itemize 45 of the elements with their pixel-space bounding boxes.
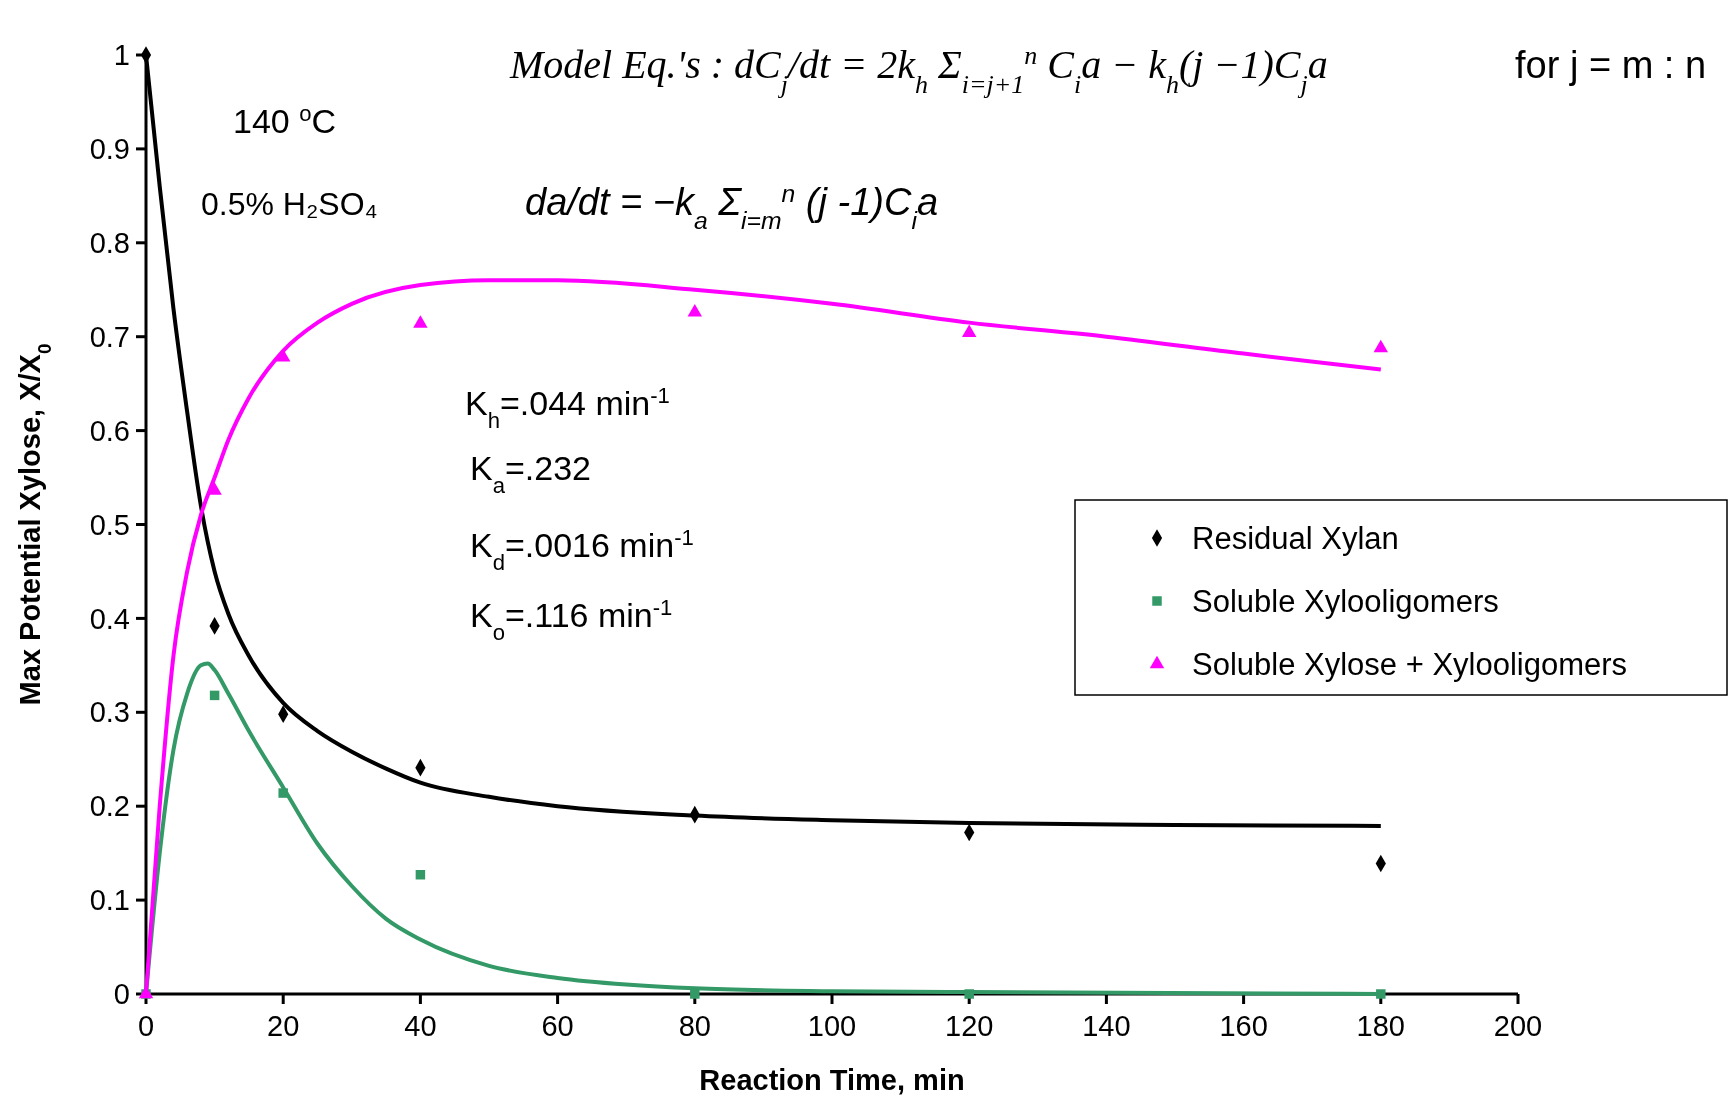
x-tick-label: 60: [541, 1010, 574, 1042]
y-tick-label: 0.5: [89, 508, 130, 541]
point: [1376, 989, 1386, 999]
x-axis-title: Reaction Time, min: [699, 1064, 965, 1096]
point: [415, 870, 426, 880]
annotation: 140 $^{o}$C: [233, 100, 337, 140]
annotation: K$_{o}$=.116 min$^{-1}$: [470, 594, 673, 645]
x-tick-label: 0: [137, 1010, 155, 1042]
point: [1373, 339, 1389, 353]
y-tick-label: 0.6: [89, 414, 130, 447]
legend-label: Soluble Xylose + Xylooligomers: [1192, 646, 1628, 682]
point: [278, 788, 288, 798]
x-tick-label: 80: [678, 1010, 711, 1042]
legend-label: Residual Xylan: [1192, 520, 1399, 556]
y-tick-label: 0: [113, 978, 130, 1011]
y-tick-label: 0.7: [89, 320, 130, 353]
x-tick-label: 140: [1082, 1010, 1131, 1042]
annotation: K$_{a}$=.232: [470, 449, 592, 498]
point: [209, 690, 220, 701]
legend-label: Soluble Xylooligomers: [1192, 583, 1499, 619]
annotation: 0.5% H₂SO₄: [201, 186, 378, 222]
x-tick-label: 20: [267, 1010, 300, 1042]
x-tick-label: 200: [1493, 1010, 1543, 1042]
x-tick-label: 120: [945, 1010, 994, 1042]
annotation: K$_{h}$=.044 min$^{-1}$: [465, 382, 670, 433]
y-tick-label: 0.3: [89, 696, 130, 729]
x-tick-label: 160: [1219, 1010, 1268, 1042]
point: [961, 324, 977, 338]
annotation: K$_{d}$=.0016 min$^{-1}$: [470, 524, 694, 575]
point: [964, 989, 974, 999]
point: [690, 989, 700, 999]
annotation: for j = m : n: [1515, 44, 1707, 86]
y-tick-label: 0.1: [89, 884, 130, 917]
point: [413, 315, 428, 328]
y-tick-label: 0.8: [89, 226, 130, 259]
y-tick-label: 0.2: [89, 790, 130, 823]
text: Model Eq.'s : dC$_{j}$/dt = 2k$_{h}$ Σ$_{i=j+1}$$^{n}$ C$_{i}$a − k$_{h}$(j −1)C$_{j}$a: [510, 40, 1328, 99]
x-tick-label: 40: [404, 1010, 437, 1042]
annotation: da/dt = −k$_{a}$ Σ$_{i=m}$$^{n}$ (j -1)C$_{i}$a: [525, 179, 939, 234]
y-tick-label: 0.9: [89, 133, 130, 166]
x-tick-label: 100: [807, 1010, 857, 1042]
y-tick-label: 0.4: [89, 602, 130, 635]
y-tick-label: 1: [113, 39, 130, 72]
x-tick-label: 180: [1356, 1010, 1405, 1042]
point: [687, 303, 703, 317]
